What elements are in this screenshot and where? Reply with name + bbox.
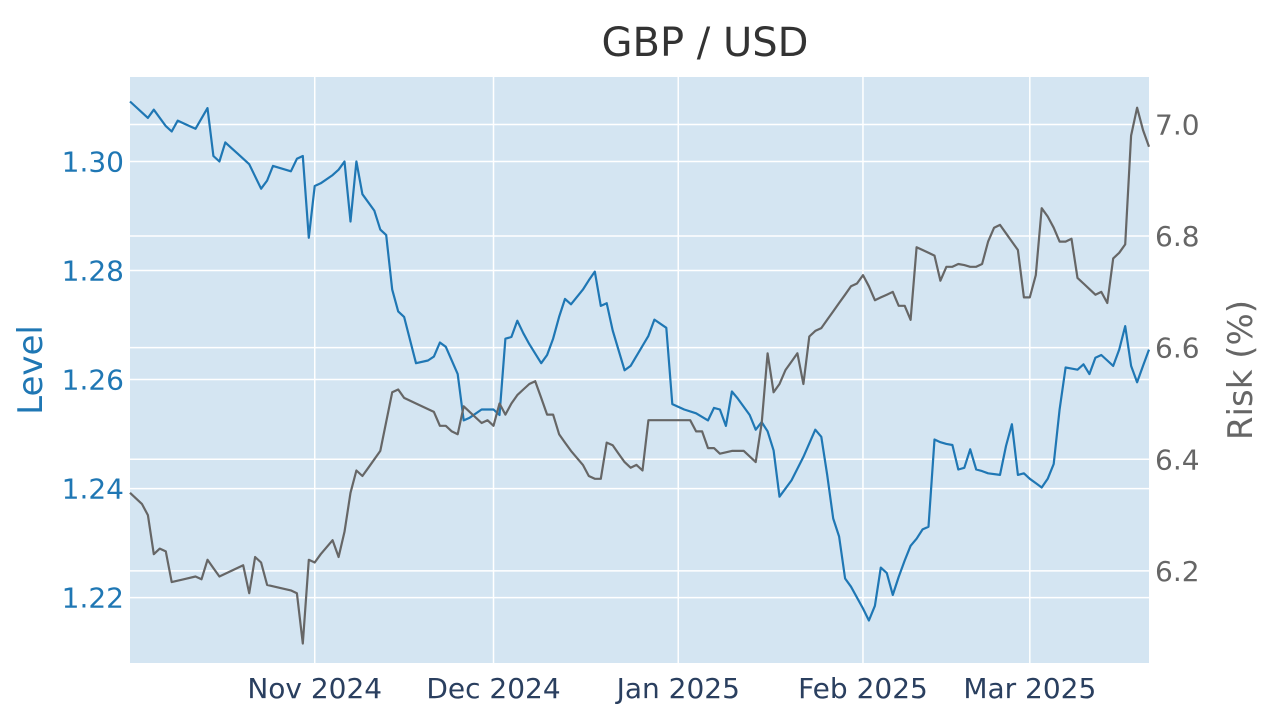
x-tick-label: Mar 2025 [963,672,1096,705]
right-axis-title: Risk (%) [1221,300,1261,440]
right-tick-label: 6.6 [1155,332,1200,365]
right-tick-label: 6.2 [1155,555,1200,588]
left-tick-label: 1.28 [62,255,124,288]
x-tick-label: Dec 2024 [426,672,560,705]
risk-series-line [129,106,1151,645]
right-tick-label: 7.0 [1155,108,1200,141]
chart-title: GBP / USD [602,20,809,66]
left-axis-ticks: 1.22 1.24 1.26 1.28 1.30 [62,145,124,614]
right-axis-ticks: 6.2 6.4 6.6 6.8 7.0 [1155,108,1200,587]
x-axis-ticks: Nov 2024 Dec 2024 Jan 2025 Feb 2025 Mar 2025 [247,672,1096,705]
left-tick-label: 1.22 [62,582,124,615]
gridlines [130,77,1149,663]
left-axis-title: Level [11,325,51,415]
level-series-line [129,100,1151,622]
series-lines [129,100,1151,645]
plot-area [130,77,1149,663]
x-tick-label: Nov 2024 [247,672,382,705]
left-tick-label: 1.30 [62,145,124,178]
x-tick-label: Feb 2025 [798,672,928,705]
left-tick-label: 1.24 [62,473,124,506]
right-tick-label: 6.8 [1155,220,1200,253]
x-tick-label: Jan 2025 [615,672,740,705]
left-tick-label: 1.26 [62,364,124,397]
right-tick-label: 6.4 [1155,443,1200,476]
